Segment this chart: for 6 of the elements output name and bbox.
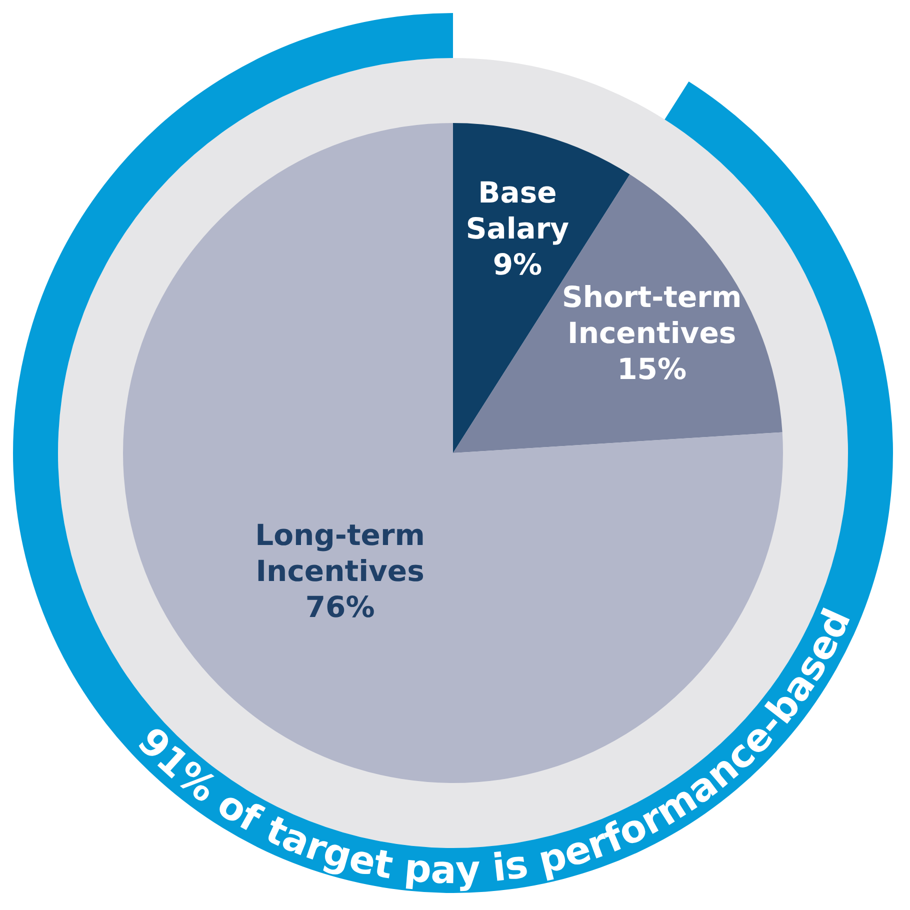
data-label: 15% — [617, 352, 687, 386]
slice-label: Base Salary — [466, 176, 570, 246]
slice-label: Long-term Incentives — [255, 518, 426, 588]
slice-label: Short-term Incentives — [562, 280, 742, 350]
data-label: 76% — [305, 590, 375, 624]
data-label: 9% — [492, 248, 542, 282]
